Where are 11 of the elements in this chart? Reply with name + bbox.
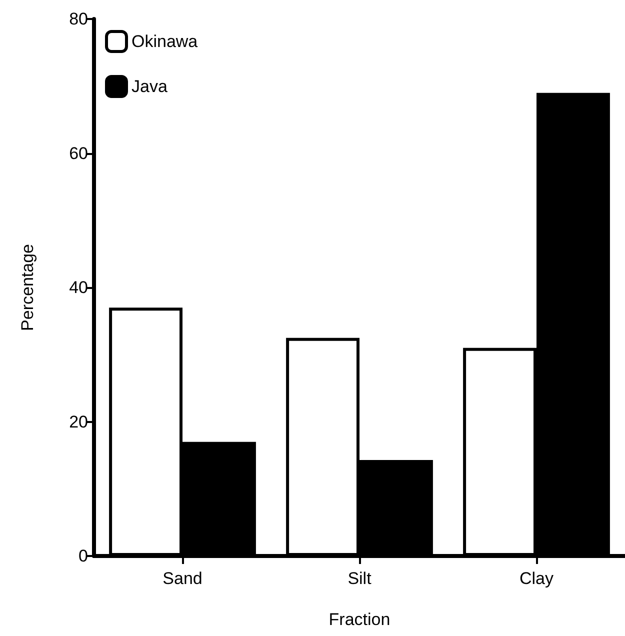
x-tick-label: Sand bbox=[162, 569, 202, 588]
x-tick-label: Silt bbox=[348, 569, 372, 588]
legend-label: Java bbox=[132, 77, 168, 96]
x-axis-title: Fraction bbox=[328, 610, 390, 629]
x-tick-label: Clay bbox=[519, 569, 554, 588]
y-tick-label: 40 bbox=[69, 278, 88, 297]
y-axis-title: Percentage bbox=[18, 244, 37, 331]
y-tick-label: 80 bbox=[69, 10, 88, 28]
legend-label: Okinawa bbox=[132, 32, 198, 51]
y-tick-label: 20 bbox=[69, 412, 88, 432]
y-tick-label: 60 bbox=[69, 144, 88, 163]
